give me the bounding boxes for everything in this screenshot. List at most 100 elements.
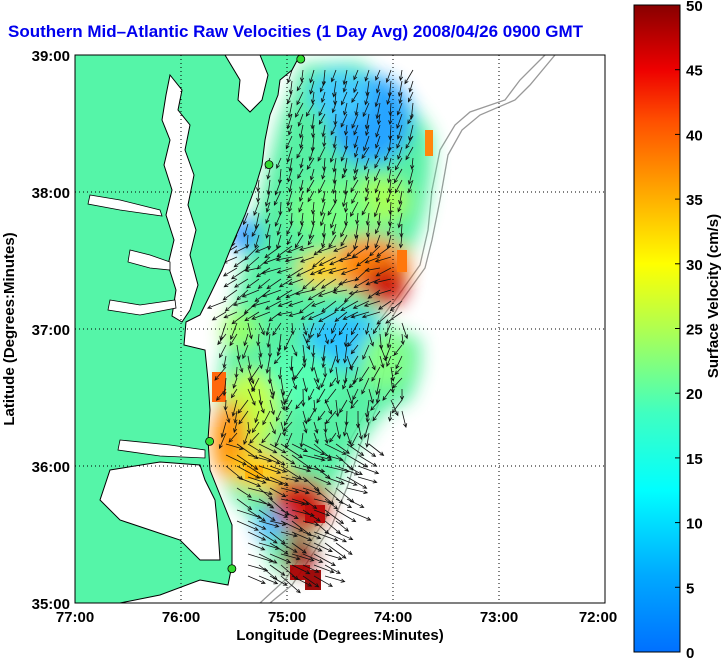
velocity-vector (324, 531, 347, 543)
velocity-vector (346, 487, 369, 495)
velocity-vector (251, 377, 260, 393)
velocity-vector (266, 168, 271, 180)
velocity-vector (247, 509, 266, 522)
velocity-vector (357, 465, 380, 475)
velocity-vector (363, 300, 381, 307)
velocity-vector (286, 69, 293, 84)
velocity-vector (254, 410, 260, 424)
velocity-vector (318, 113, 326, 125)
velocity-vector (362, 102, 370, 118)
velocity-vector (291, 520, 312, 537)
velocity-vector (335, 476, 358, 486)
velocity-vector (302, 355, 307, 368)
velocity-vector (324, 575, 346, 583)
velocity-vector (335, 399, 340, 418)
velocity-vector (280, 421, 286, 437)
velocity-vector (346, 476, 368, 489)
velocity-vector (375, 80, 381, 94)
velocity-vector (253, 201, 260, 216)
velocity-vector (313, 366, 320, 384)
velocity-vector (247, 476, 267, 484)
radar-stations (205, 55, 306, 574)
velocity-vector (365, 168, 370, 181)
velocity-vector (319, 80, 326, 93)
velocity-vector (256, 333, 261, 347)
velocity-vector (247, 355, 252, 370)
velocity-vector (362, 344, 370, 360)
velocity-vector (408, 80, 414, 93)
velocity-vector (384, 146, 392, 162)
velocity-vector (316, 388, 326, 404)
velocity-vector (324, 388, 337, 404)
velocity-vector (289, 212, 294, 226)
velocity-vector (258, 344, 263, 358)
velocity-vector (288, 179, 293, 193)
velocity-vector (291, 377, 297, 390)
velocity-vector (280, 542, 298, 553)
velocity-vector (335, 520, 350, 532)
velocity-vector (302, 553, 324, 563)
velocity-vector (280, 476, 300, 483)
velocity-vector (294, 234, 304, 249)
velocity-vector (258, 454, 281, 465)
velocity-vector (276, 267, 293, 274)
velocity-vector (356, 256, 370, 267)
velocity-vector (363, 135, 370, 152)
colorbar-tick-label: 0 (686, 645, 694, 659)
velocity-vector (308, 146, 315, 162)
velocity-vector (236, 487, 252, 498)
velocity-vector (214, 366, 227, 381)
velocity-vector (311, 201, 316, 215)
velocity-vector (318, 179, 326, 194)
velocity-vector (286, 190, 293, 207)
velocity-vector (335, 366, 340, 385)
velocity-vector (219, 322, 227, 341)
velocity-vector (287, 245, 304, 253)
velocity-vector (247, 575, 266, 584)
velocity-vector (264, 245, 282, 259)
velocity-vector (269, 520, 287, 526)
velocity-vector (321, 355, 326, 369)
velocity-vector (329, 355, 337, 374)
velocity-vector (307, 234, 315, 246)
velocity-vector (280, 399, 286, 411)
velocity-vector (258, 399, 265, 414)
velocity-vector (321, 124, 326, 138)
velocity-vector (372, 410, 381, 422)
velocity-vector (346, 245, 359, 258)
velocity-vector (375, 69, 381, 81)
velocity-vector (352, 300, 370, 309)
velocity-vector (387, 212, 393, 227)
velocity-vector (232, 377, 238, 389)
velocity-vector (321, 223, 326, 238)
velocity-vector (320, 201, 326, 217)
velocity-vector (342, 80, 348, 93)
velocity-vector (269, 487, 287, 498)
velocity-vector (312, 399, 317, 413)
velocity-vector (330, 69, 337, 83)
velocity-vector (299, 432, 304, 448)
velocity-vector (245, 256, 260, 269)
velocity-vector (387, 179, 392, 194)
velocity-vector (382, 388, 392, 401)
velocity-vector (351, 113, 359, 129)
velocity-vector (340, 234, 348, 247)
velocity-vector (258, 465, 282, 474)
velocity-vector (368, 388, 374, 405)
velocity-vector (324, 542, 347, 559)
velocity-vector (280, 575, 301, 594)
velocity-vector (321, 168, 326, 180)
velocity-vector (319, 212, 326, 227)
velocity-vector (230, 267, 249, 280)
velocity-vector (247, 531, 267, 541)
velocity-vector (251, 300, 271, 308)
velocity-vector (291, 564, 311, 575)
velocity-vector (291, 553, 315, 562)
velocity-vector (237, 399, 249, 414)
velocity-vector (335, 344, 340, 364)
velocity-vector (284, 333, 293, 351)
velocity-vector (273, 190, 282, 206)
velocity-vector (251, 421, 260, 434)
velocity-vector (343, 344, 348, 364)
velocity-vector (398, 91, 403, 105)
